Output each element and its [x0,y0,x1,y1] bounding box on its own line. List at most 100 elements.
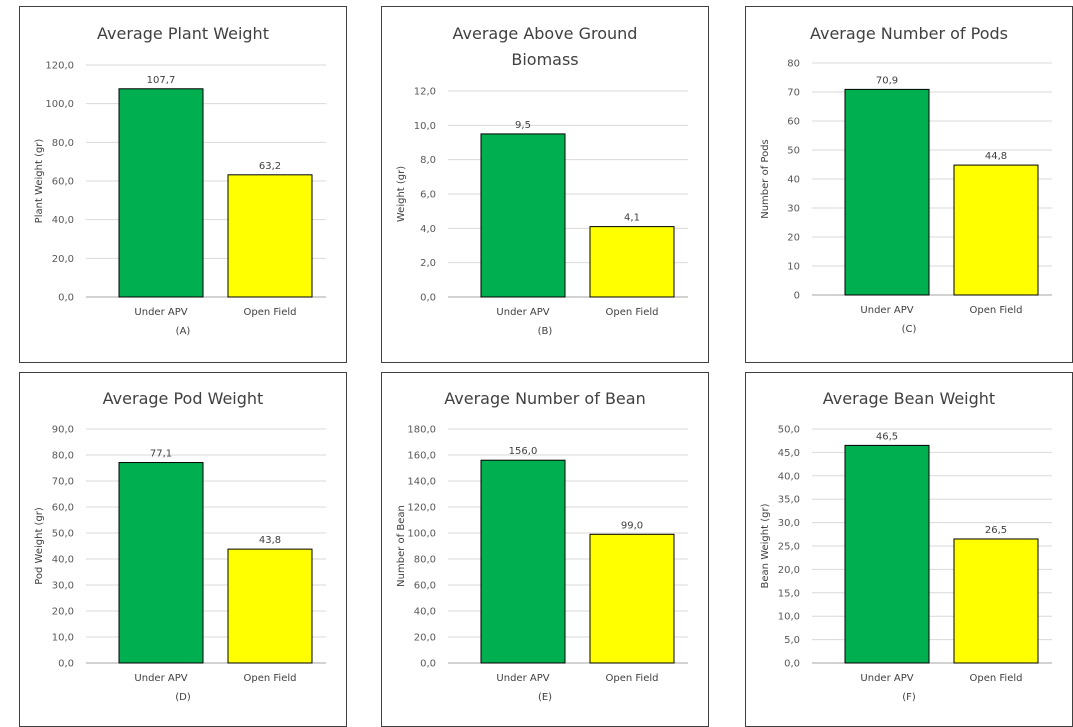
bar-open-field [953,164,1039,296]
y-tick-label: 70 [787,88,800,99]
category-label: Open Field [244,673,297,684]
category-label: Open Field [244,307,297,318]
chart-panel-b: Average Above Ground Biomass 0,0 2,0 4,0 6,0 8… [381,6,709,363]
chart-svg: Average Pod Weight 0,0 10,0 20,0 30,0 40,0 50,… [34,389,326,703]
bar-under-apv [844,444,930,664]
y-axis-title: Number of Bean [396,505,407,587]
y-tick-label: 80 [787,59,800,70]
y-tick-label: 12,0 [414,87,436,98]
y-tick-label: 80,0 [414,555,436,566]
y-tick-label: 60,0 [52,503,74,514]
data-label: 26,5 [985,525,1007,536]
bar-under-apv [118,462,204,664]
y-axis-title: Pod Weight (gr) [34,507,45,585]
chart-panel-e: Average Number of Bean 0,0 20,0 40,0 60,0 80,… [381,372,709,727]
y-tick-label: 10,0 [52,633,74,644]
y-tick-label: 40,0 [52,215,74,226]
chart-panel-d: Average Pod Weight 0,0 10,0 20,0 30,0 40,0 50,… [19,372,347,727]
y-tick-label: 60 [787,117,800,128]
chart-title: Average Plant Weight [97,24,269,43]
category-label: Under APV [134,307,187,318]
y-tick-label: 35,0 [778,495,800,506]
y-tick-label: 50,0 [778,425,800,436]
bar-open-field [227,548,313,664]
y-tick-label: 90,0 [52,425,74,436]
y-tick-label: 30,0 [52,581,74,592]
y-tick-label: 30,0 [778,518,800,529]
data-label: 46,5 [876,431,898,442]
chart-svg: Average Number of Pods 0 10 20 30 40 50 60 70 80 7… [760,24,1052,335]
y-axis-title: Weight (gr) [396,166,407,222]
chart-svg: Average Above Ground Biomass 0,0 2,0 4,0 6,0 8… [396,24,688,337]
y-tick-label: 60,0 [52,177,74,188]
panel-label: (E) [538,692,552,703]
y-tick-label: 6,0 [420,190,436,201]
y-tick-label: 10 [787,262,800,273]
bar-open-field [953,538,1039,664]
y-axis-title: Plant Weight (gr) [34,139,45,224]
y-tick-label: 2,0 [420,258,436,269]
y-tick-label: 40 [787,175,800,186]
chart-panel-a: Average Plant Weight 0,0 20,0 40,0 60,0 80,0 1… [19,6,347,363]
panel-label: (F) [902,692,916,703]
y-tick-label: 0,0 [420,659,436,670]
y-tick-label: 120,0 [45,61,74,72]
panel-label: (A) [176,326,191,337]
bar-open-field [227,174,313,298]
chart-panel-f: Average Bean Weight 0,0 5,0 10,0 15,0 20,0 25,… [745,372,1073,727]
data-label: 9,5 [515,120,531,131]
y-tick-label: 40,0 [778,471,800,482]
y-tick-label: 0,0 [58,659,74,670]
y-tick-label: 20,0 [52,607,74,618]
y-tick-label: 100,0 [45,99,74,110]
panel-label: (D) [175,692,191,703]
data-label: 107,7 [147,75,176,86]
y-tick-label: 0 [794,291,800,302]
y-tick-label: 50 [787,146,800,157]
category-label: Open Field [606,307,659,318]
y-tick-label: 45,0 [778,448,800,459]
category-label: Under APV [860,305,913,316]
category-label: Open Field [970,673,1023,684]
panel-label: (B) [538,326,553,337]
chart-title: Average Above Ground [453,24,638,43]
y-tick-label: 100,0 [407,529,436,540]
y-tick-label: 40,0 [414,607,436,618]
y-axis-title: Bean Weight (gr) [760,503,771,588]
y-tick-label: 40,0 [52,555,74,566]
chart-svg: Average Bean Weight 0,0 5,0 10,0 15,0 20,0 25,… [760,389,1052,703]
y-tick-label: 30 [787,204,800,215]
y-tick-label: 120,0 [407,503,436,514]
y-tick-label: 8,0 [420,155,436,166]
y-tick-label: 15,0 [778,588,800,599]
data-label: 63,2 [259,161,281,172]
y-tick-label: 160,0 [407,451,436,462]
bar-under-apv [844,88,930,296]
category-label: Under APV [860,673,913,684]
y-tick-label: 25,0 [778,542,800,553]
chart-title: Average Pod Weight [103,389,264,408]
chart-title: Average Number of Bean [444,389,645,408]
bar-open-field [589,226,675,298]
data-label: 43,8 [259,535,281,546]
data-label: 156,0 [509,446,538,457]
y-tick-label: 80,0 [52,451,74,462]
y-axis-title: Number of Pods [760,139,771,219]
y-tick-label: 180,0 [407,425,436,436]
bar-open-field [589,533,675,664]
data-label: 70,9 [876,75,898,86]
y-tick-label: 60,0 [414,581,436,592]
category-label: Under APV [134,673,187,684]
data-label: 77,1 [150,449,172,460]
y-tick-label: 5,0 [784,635,800,646]
y-tick-label: 10,0 [778,612,800,623]
panel-label: (C) [902,324,917,335]
chart-title: Average Bean Weight [823,389,995,408]
category-label: Open Field [606,673,659,684]
category-label: Under APV [496,307,549,318]
y-tick-label: 0,0 [58,293,74,304]
data-label: 99,0 [621,520,643,531]
category-label: Under APV [496,673,549,684]
chart-svg: Average Plant Weight 0,0 20,0 40,0 60,0 80,0 1… [34,24,326,337]
y-tick-label: 20,0 [414,633,436,644]
